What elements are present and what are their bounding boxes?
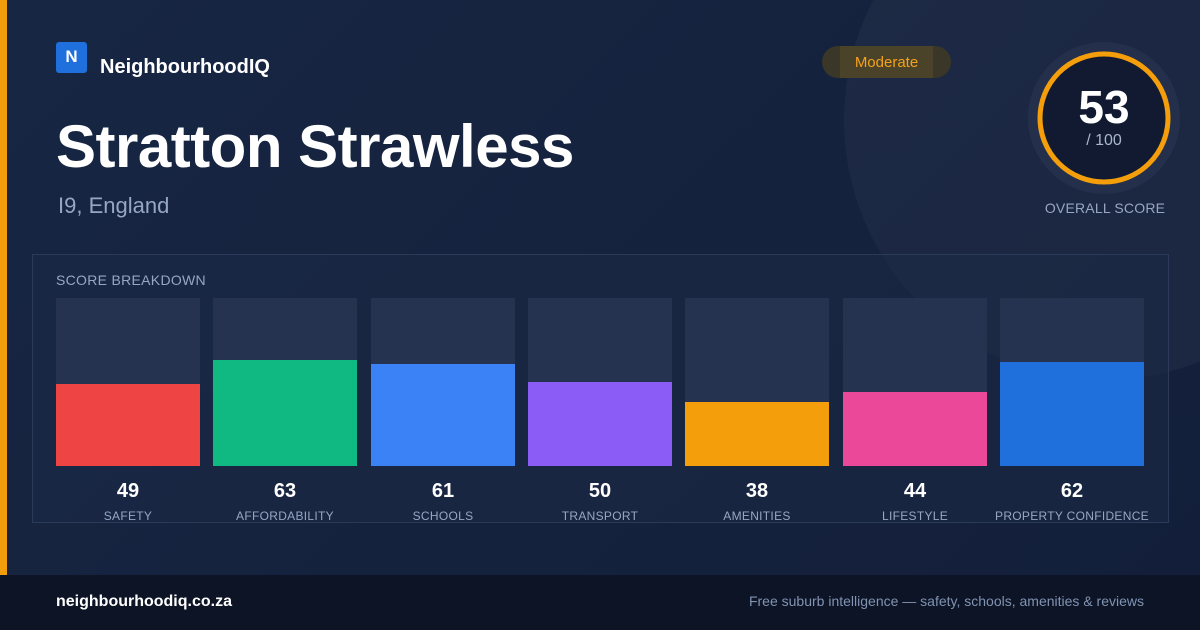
bar-label-amenities: AMENITIES (723, 509, 791, 523)
bar-value-schools: 61 (431, 480, 455, 502)
bar-track-lifestyle (843, 298, 987, 466)
footer-url[interactable]: neighbourhoodiq.co.za (56, 593, 232, 610)
brand[interactable]: N NeighbourhoodIQ (56, 41, 270, 78)
brand-logo-icon: N (56, 41, 87, 73)
bar-track-schools (371, 298, 515, 466)
bar-value-lifestyle: 44 (903, 480, 927, 502)
bar-label-lifestyle: LIFESTYLE (881, 509, 949, 523)
bar-value-safety: 49 (116, 480, 140, 502)
bar-track-property-confidence (1000, 298, 1144, 466)
bar-track-safety (56, 298, 200, 466)
suburb-title: Stratton Strawless (56, 113, 574, 180)
bar-safety (56, 384, 200, 466)
bar-track-transport (528, 298, 672, 466)
rating-badge-label: Moderate (854, 53, 919, 71)
bar-label-affordability: AFFORDABILITY (236, 509, 334, 523)
bar-track-amenities (685, 298, 829, 466)
rating-badge: Moderate (822, 46, 951, 78)
bar-label-schools: SCHOOLS (412, 509, 474, 523)
score-ring-icon (1028, 42, 1180, 194)
bar-label-property-confidence: PROPERTY CONFIDENCE (995, 509, 1149, 523)
overall-score-max: / 100 (1086, 132, 1122, 149)
bar-value-affordability: 63 (273, 480, 297, 502)
bar-schools (371, 364, 515, 466)
bar-value-property-confidence: 62 (1060, 480, 1084, 502)
suburb-location: I9, England (58, 193, 170, 218)
footer: neighbourhoodiq.co.za Free suburb intell… (0, 575, 1200, 630)
overall-score-label: OVERALL SCORE (1044, 200, 1166, 216)
bar-value-amenities: 38 (745, 480, 769, 502)
bar-affordability (213, 360, 357, 466)
bar-property-confidence (1000, 362, 1144, 466)
bar-label-safety: SAFETY (103, 509, 153, 523)
footer-tagline: Free suburb intelligence — safety, schoo… (748, 593, 1144, 609)
brand-name: NeighbourhoodIQ (100, 55, 270, 78)
bar-track-affordability (213, 298, 357, 466)
score-breakdown-title: SCORE BREAKDOWN (56, 272, 206, 288)
accent-bar (0, 0, 7, 575)
score-breakdown-chart: 49 SAFETY 63 AFFORDABILITY 61 SCHOOLS 50 TRANSP… (56, 298, 1149, 523)
bar-transport (528, 382, 672, 466)
bar-lifestyle (843, 392, 987, 466)
overall-score-value: 53 (1078, 81, 1130, 133)
bar-amenities (685, 402, 829, 466)
bar-label-transport: TRANSPORT (561, 509, 639, 523)
bar-value-transport: 50 (588, 480, 612, 502)
overall-score-ring: 53 / 100 (1028, 42, 1180, 194)
